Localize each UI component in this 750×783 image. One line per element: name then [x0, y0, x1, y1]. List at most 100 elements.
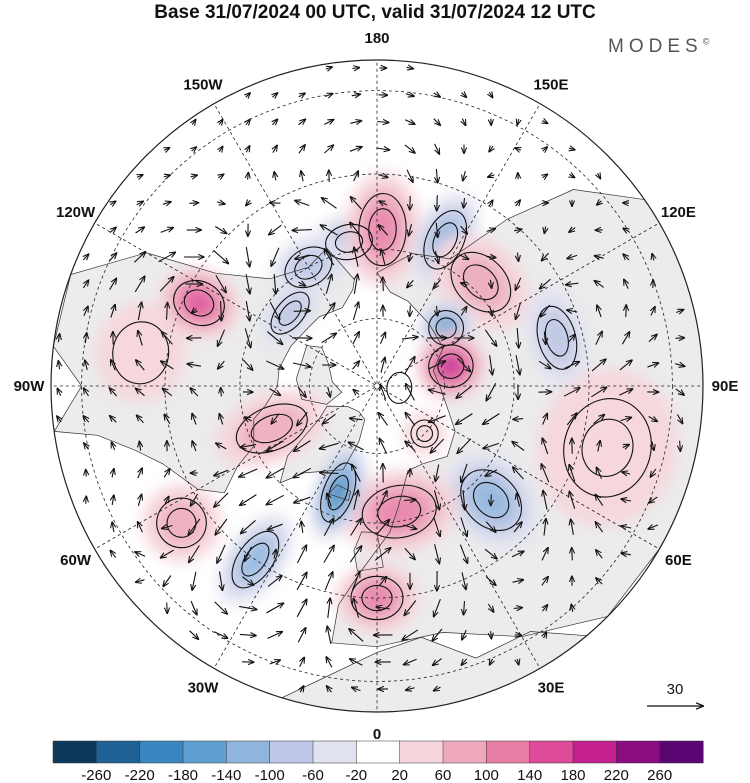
wind-arrow: [190, 175, 198, 177]
wind-arrow: [245, 274, 250, 294]
wind-arrow: [272, 119, 277, 125]
wind-arrow: [162, 526, 173, 529]
wind-arrow: [410, 469, 411, 478]
wind-arrow: [540, 278, 551, 289]
wind-arrow: [591, 359, 606, 372]
wind-arrow: [192, 309, 197, 313]
colorbar-cell: [269, 740, 314, 764]
wind-arrow: [410, 305, 411, 317]
wind-arrow: [269, 660, 281, 664]
wind-arrow: [352, 302, 358, 321]
wind-arrow: [461, 463, 468, 482]
wind-arrow: [295, 255, 310, 259]
anomaly-contour: [231, 530, 280, 589]
colorbar-cell: [182, 740, 227, 764]
wind-arrow: [324, 145, 334, 154]
wind-arrow: [218, 329, 226, 347]
wind-arrow: [112, 469, 114, 478]
wind-arrow: [595, 331, 602, 345]
wind-arrow: [378, 577, 386, 586]
brand-name: MODES: [608, 36, 703, 57]
wind-arrow: [619, 389, 632, 396]
wind-arrow: [544, 331, 545, 345]
wind-arrow: [374, 548, 391, 561]
wind-arrow: [486, 229, 496, 232]
wind-arrow: [572, 548, 573, 561]
wind-arrow: [407, 279, 414, 287]
wind-arrow: [376, 148, 389, 150]
wind-arrow: [542, 174, 547, 178]
wind-arrow: [403, 658, 417, 664]
wind-arrow: [86, 469, 87, 477]
wind-arrow: [591, 387, 606, 398]
wind-arrow: [409, 252, 411, 262]
coastline: [279, 405, 366, 484]
wind-arrow: [540, 304, 551, 317]
anomaly-blob: [379, 362, 420, 413]
wind-arrow: [652, 441, 654, 451]
wind-arrow: [463, 489, 465, 510]
colorbar: -260 -220 -180 -140 -100 -60 -20 20 60 100 140 180 2…: [52, 740, 704, 783]
colorbar-cell: [529, 740, 574, 764]
wind-arrow: [216, 443, 227, 450]
colorbar-tick-label: 180: [560, 767, 585, 783]
anomaly-contour: [410, 419, 439, 448]
wind-arrow: [379, 201, 388, 205]
wind-arrow: [596, 467, 603, 479]
wind-arrow: [433, 118, 441, 126]
wind-arrow: [564, 362, 580, 369]
wind-arrow: [325, 274, 331, 294]
wind-arrow: [542, 438, 549, 455]
wind-arrow: [138, 331, 143, 346]
wind-arrow: [566, 283, 579, 285]
wind-arrow: [352, 68, 360, 69]
wind-arrow: [138, 302, 141, 320]
wind-arrow: [218, 174, 224, 178]
wind-arrow: [490, 305, 493, 316]
wind-arrow: [109, 388, 118, 397]
wind-arrow: [456, 385, 473, 398]
wind-arrow: [484, 329, 496, 346]
wind-arrow: [162, 202, 171, 205]
wind-arrow: [622, 445, 630, 448]
wind-arrow: [324, 249, 335, 266]
wind-arrow: [351, 572, 359, 591]
wind-arrow: [319, 442, 339, 449]
wind-arrow: [112, 495, 114, 506]
wind-arrow: [164, 148, 169, 151]
wind-arrow: [434, 143, 440, 154]
wind-arrow: [327, 626, 331, 645]
wind-arrow: [404, 144, 415, 153]
wind-arrow: [378, 491, 387, 510]
wind-arrow: [489, 146, 493, 152]
wind-arrow: [136, 388, 145, 397]
colorbar-tick-label: -60: [302, 767, 324, 783]
wind-arrow: [377, 175, 388, 178]
wind-arrow: [272, 93, 277, 97]
wind-arrow: [241, 519, 256, 533]
wind-arrow: [490, 355, 493, 375]
wind-arrow: [84, 306, 88, 317]
wind-arrow: [163, 469, 170, 478]
wind-arrow: [563, 388, 580, 397]
wind-arrow: [269, 224, 282, 235]
wind-arrow: [325, 67, 332, 69]
wind-arrow: [266, 467, 284, 478]
wind-arrow: [349, 546, 361, 563]
wind-arrow: [461, 658, 466, 665]
wind-arrow: [214, 631, 227, 639]
wind-arrow: [246, 247, 249, 267]
colorbar-tick-label: 140: [517, 767, 542, 783]
wind-arrow: [401, 337, 418, 339]
wind-arrow: [402, 629, 419, 640]
wind-arrow: [273, 145, 277, 153]
wind-arrow: [460, 225, 468, 234]
wind-arrow: [409, 223, 412, 236]
wind-arrow: [406, 67, 414, 68]
wind-arrow: [240, 445, 256, 448]
anomaly-contour: [334, 231, 364, 253]
coastline: [353, 531, 384, 572]
anomaly-contour: [450, 251, 512, 313]
wind-arrow: [485, 469, 498, 476]
wind-arrow: [162, 388, 173, 397]
